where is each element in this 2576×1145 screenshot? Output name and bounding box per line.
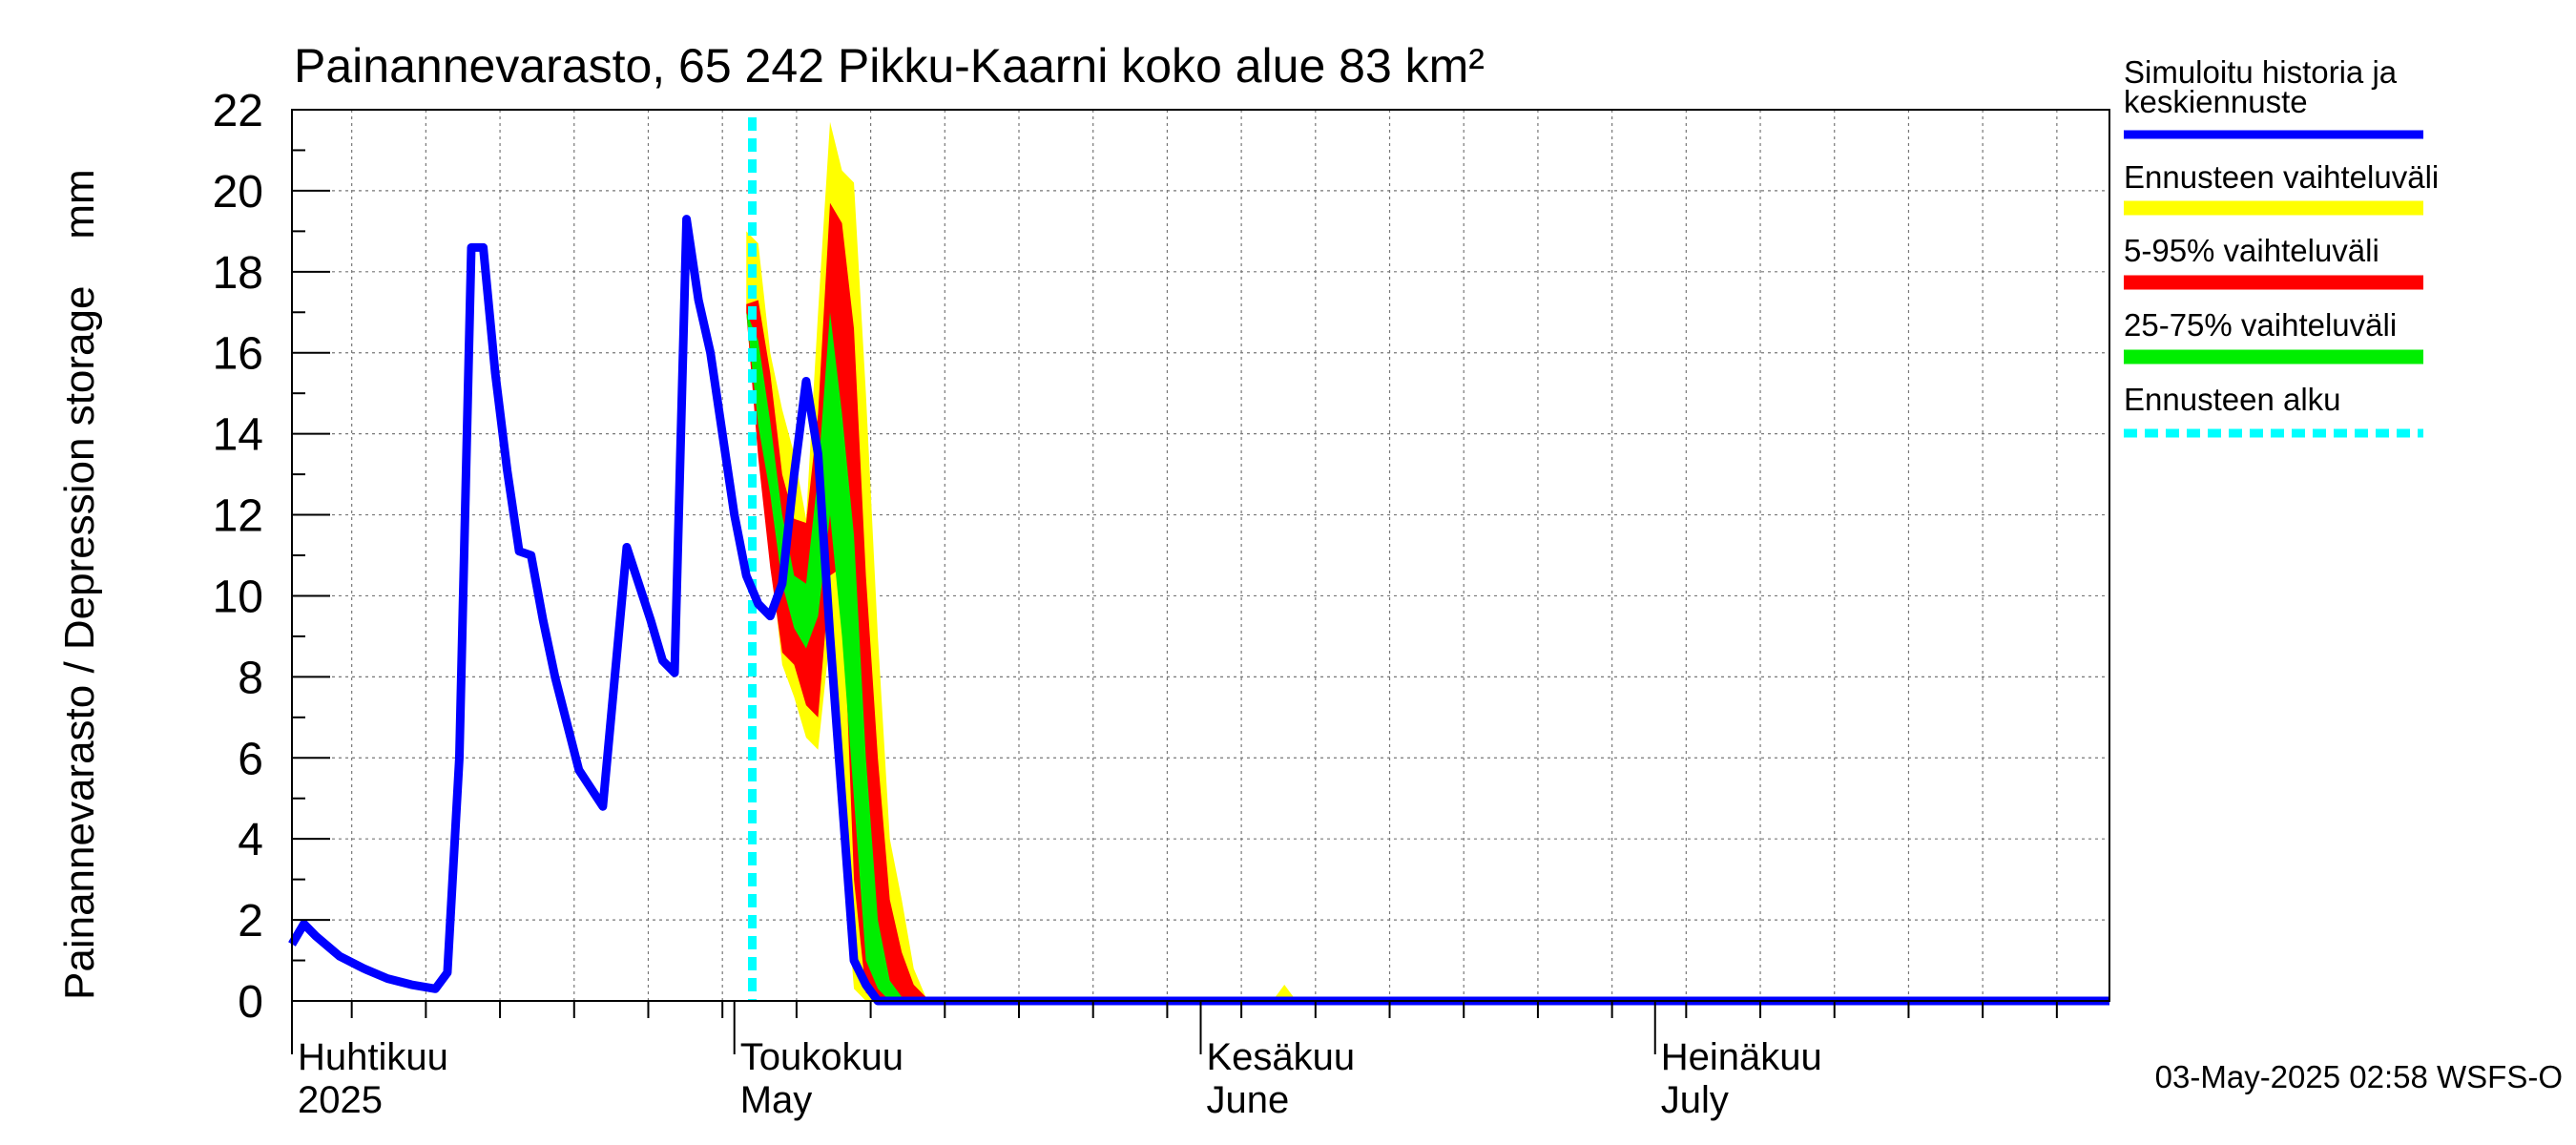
month-sublabel: 2025: [298, 1079, 383, 1121]
timestamp-footer: 03-May-2025 02:58 WSFS-O: [2155, 1059, 2563, 1094]
legend-p25-75-label: 25-75% vaihteluväli: [2124, 307, 2397, 343]
legend: Simuloitu historia ja keskiennuste Ennus…: [2124, 54, 2439, 438]
y-tick-label: 6: [238, 734, 263, 784]
y-tick-label: 4: [238, 815, 263, 865]
legend-history-label-line2: keskiennuste: [2124, 84, 2308, 119]
y-tick-label: 12: [213, 491, 263, 542]
month-label: Huhtikuu: [298, 1036, 448, 1078]
month-sublabel: May: [740, 1079, 813, 1121]
y-tick-label: 0: [238, 977, 263, 1028]
y-axis-label: Painannevarasto / Depression storage mm: [56, 169, 103, 1000]
y-tick-label: 10: [213, 572, 263, 622]
plot-frame: [291, 109, 2110, 1002]
y-tick-label: 14: [213, 410, 263, 461]
band-25-75-vaihteluv-li: [746, 312, 914, 1002]
y-tick-label: 2: [238, 896, 263, 947]
legend-full-range-label: Ennusteen vaihteluväli: [2124, 159, 2439, 195]
month-label: Toukokuu: [740, 1036, 904, 1078]
grid: [292, 110, 2109, 1001]
y-tick-label: 20: [213, 167, 263, 218]
legend-history-label-line1: Simuloitu historia ja: [2124, 54, 2398, 90]
month-label: Kesäkuu: [1207, 1036, 1356, 1078]
month-label: Heinäkuu: [1661, 1036, 1822, 1078]
y-tick-label: 16: [213, 329, 263, 380]
y-tick-label: 18: [213, 248, 263, 299]
history-median-line: [288, 215, 2109, 1006]
month-sublabel: June: [1207, 1079, 1290, 1121]
series-lines: [288, 117, 2109, 1006]
month-sublabel: July: [1661, 1079, 1729, 1121]
y-tick-label: 22: [213, 86, 263, 136]
legend-p5-95-label: 5-95% vaihteluväli: [2124, 233, 2379, 268]
y-tick-label: 8: [238, 653, 263, 703]
legend-forecast-start-label: Ennusteen alku: [2124, 382, 2341, 417]
chart-title: Painannevarasto, 65 242 Pikku-Kaarni kok…: [294, 39, 1485, 93]
